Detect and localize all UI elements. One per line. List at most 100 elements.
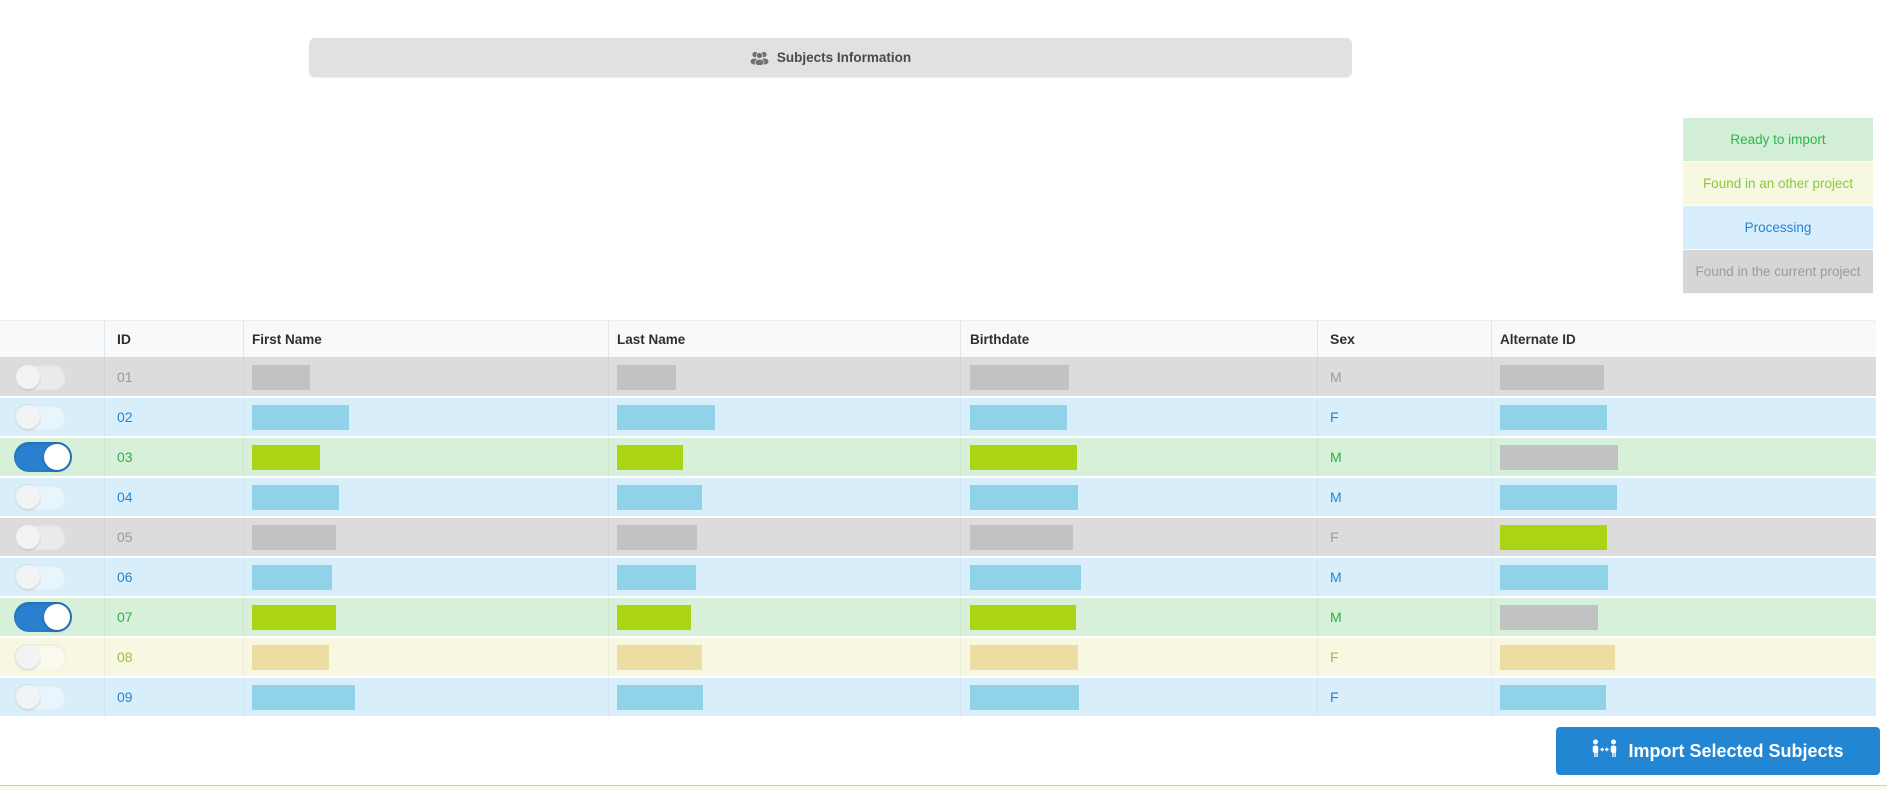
table-row[interactable]: 01 M	[0, 358, 1876, 398]
last-name-redacted-bar	[617, 564, 696, 590]
first-name-redacted-bar	[252, 564, 332, 590]
table-row[interactable]: 02 F	[0, 398, 1876, 438]
people-arrows-icon	[1592, 739, 1617, 763]
first-name-redacted-bar	[252, 604, 336, 630]
subject-select-toggle[interactable]	[14, 442, 72, 472]
subject-select-toggle[interactable]	[14, 484, 66, 510]
last-name-redacted-bar	[617, 404, 715, 430]
birthdate-redacted-bar	[970, 364, 1069, 390]
bottom-panel-edge	[0, 785, 1887, 790]
subject-sex: M	[1330, 489, 1342, 505]
subjects-table: ID First Name Last Name Birthdate Sex Al…	[0, 320, 1876, 717]
table-row[interactable]: 08 F	[0, 638, 1876, 678]
column-header-id: ID	[104, 321, 243, 357]
users-icon	[750, 50, 769, 65]
last-name-redacted-bar	[617, 364, 676, 390]
alternate-id-redacted-bar	[1500, 524, 1607, 550]
toggle-knob	[16, 525, 40, 549]
subject-select-toggle[interactable]	[14, 684, 66, 710]
first-name-redacted-bar	[252, 524, 336, 550]
legend-item-ready: Ready to import	[1683, 118, 1873, 162]
table-row[interactable]: 03 M	[0, 438, 1876, 478]
birthdate-redacted-bar	[970, 484, 1078, 510]
column-header-alternate-id: Alternate ID	[1491, 321, 1876, 357]
subject-id: 04	[117, 489, 133, 505]
subject-sex: F	[1330, 689, 1339, 705]
last-name-redacted-bar	[617, 604, 691, 630]
table-row[interactable]: 04 M	[0, 478, 1876, 518]
alternate-id-redacted-bar	[1500, 404, 1607, 430]
subject-id: 01	[117, 369, 133, 385]
last-name-redacted-bar	[617, 684, 703, 710]
subject-sex: F	[1330, 529, 1339, 545]
subject-id: 07	[117, 609, 133, 625]
table-row[interactable]: 06 M	[0, 558, 1876, 598]
table-body: 01 M 02 F 03 M	[0, 358, 1876, 717]
last-name-redacted-bar	[617, 524, 697, 550]
toggle-knob	[16, 405, 40, 429]
first-name-redacted-bar	[252, 484, 339, 510]
first-name-redacted-bar	[252, 364, 310, 390]
page-title: Subjects Information	[776, 50, 912, 65]
last-name-redacted-bar	[617, 444, 683, 470]
subject-sex: M	[1330, 609, 1342, 625]
table-row[interactable]: 09 F	[0, 678, 1876, 717]
birthdate-redacted-bar	[970, 684, 1079, 710]
alternate-id-redacted-bar	[1500, 444, 1618, 470]
column-header-toggle	[0, 321, 104, 357]
first-name-redacted-bar	[252, 644, 329, 670]
toggle-knob	[16, 485, 40, 509]
subject-select-toggle[interactable]	[14, 524, 66, 550]
subject-select-toggle[interactable]	[14, 602, 72, 632]
toggle-knob	[16, 565, 40, 589]
last-name-redacted-bar	[617, 644, 702, 670]
subject-id: 03	[117, 449, 133, 465]
subject-sex: F	[1330, 409, 1339, 425]
subject-select-toggle[interactable]	[14, 364, 66, 390]
first-name-redacted-bar	[252, 444, 320, 470]
subject-id: 05	[117, 529, 133, 545]
toggle-knob	[16, 365, 40, 389]
column-header-sex: Sex	[1317, 321, 1491, 357]
alternate-id-redacted-bar	[1500, 684, 1606, 710]
birthdate-redacted-bar	[970, 524, 1073, 550]
column-header-first-name: First Name	[243, 321, 608, 357]
legend-item-other-project: Found in an other project	[1683, 162, 1873, 206]
table-row[interactable]: 07 M	[0, 598, 1876, 638]
birthdate-redacted-bar	[970, 564, 1081, 590]
table-header-row: ID First Name Last Name Birthdate Sex Al…	[0, 320, 1876, 358]
import-button-label: Import Selected Subjects	[1628, 740, 1844, 761]
status-legend: Ready to import Found in an other projec…	[1683, 118, 1873, 294]
toggle-knob	[44, 444, 70, 470]
import-selected-subjects-button[interactable]: Import Selected Subjects	[1556, 727, 1880, 775]
subject-select-toggle[interactable]	[14, 404, 66, 430]
subject-id: 02	[117, 409, 133, 425]
subject-sex: M	[1330, 569, 1342, 585]
legend-item-current-project: Found in the current project	[1683, 250, 1873, 294]
toggle-knob	[44, 604, 70, 630]
table-row[interactable]: 05 F	[0, 518, 1876, 558]
subject-select-toggle[interactable]	[14, 564, 66, 590]
last-name-redacted-bar	[617, 484, 702, 510]
toggle-knob	[16, 645, 40, 669]
subject-sex: F	[1330, 649, 1339, 665]
birthdate-redacted-bar	[970, 404, 1067, 430]
alternate-id-redacted-bar	[1500, 644, 1615, 670]
subject-sex: M	[1330, 369, 1342, 385]
toggle-knob	[16, 685, 40, 709]
subject-id: 06	[117, 569, 133, 585]
subject-select-toggle[interactable]	[14, 644, 66, 670]
birthdate-redacted-bar	[970, 644, 1078, 670]
subject-id: 09	[117, 689, 133, 705]
subject-id: 08	[117, 649, 133, 665]
alternate-id-redacted-bar	[1500, 484, 1617, 510]
first-name-redacted-bar	[252, 404, 349, 430]
subject-sex: M	[1330, 449, 1342, 465]
birthdate-redacted-bar	[970, 604, 1076, 630]
alternate-id-redacted-bar	[1500, 604, 1598, 630]
alternate-id-redacted-bar	[1500, 364, 1604, 390]
column-header-birthdate: Birthdate	[960, 321, 1317, 357]
alternate-id-redacted-bar	[1500, 564, 1608, 590]
birthdate-redacted-bar	[970, 444, 1077, 470]
